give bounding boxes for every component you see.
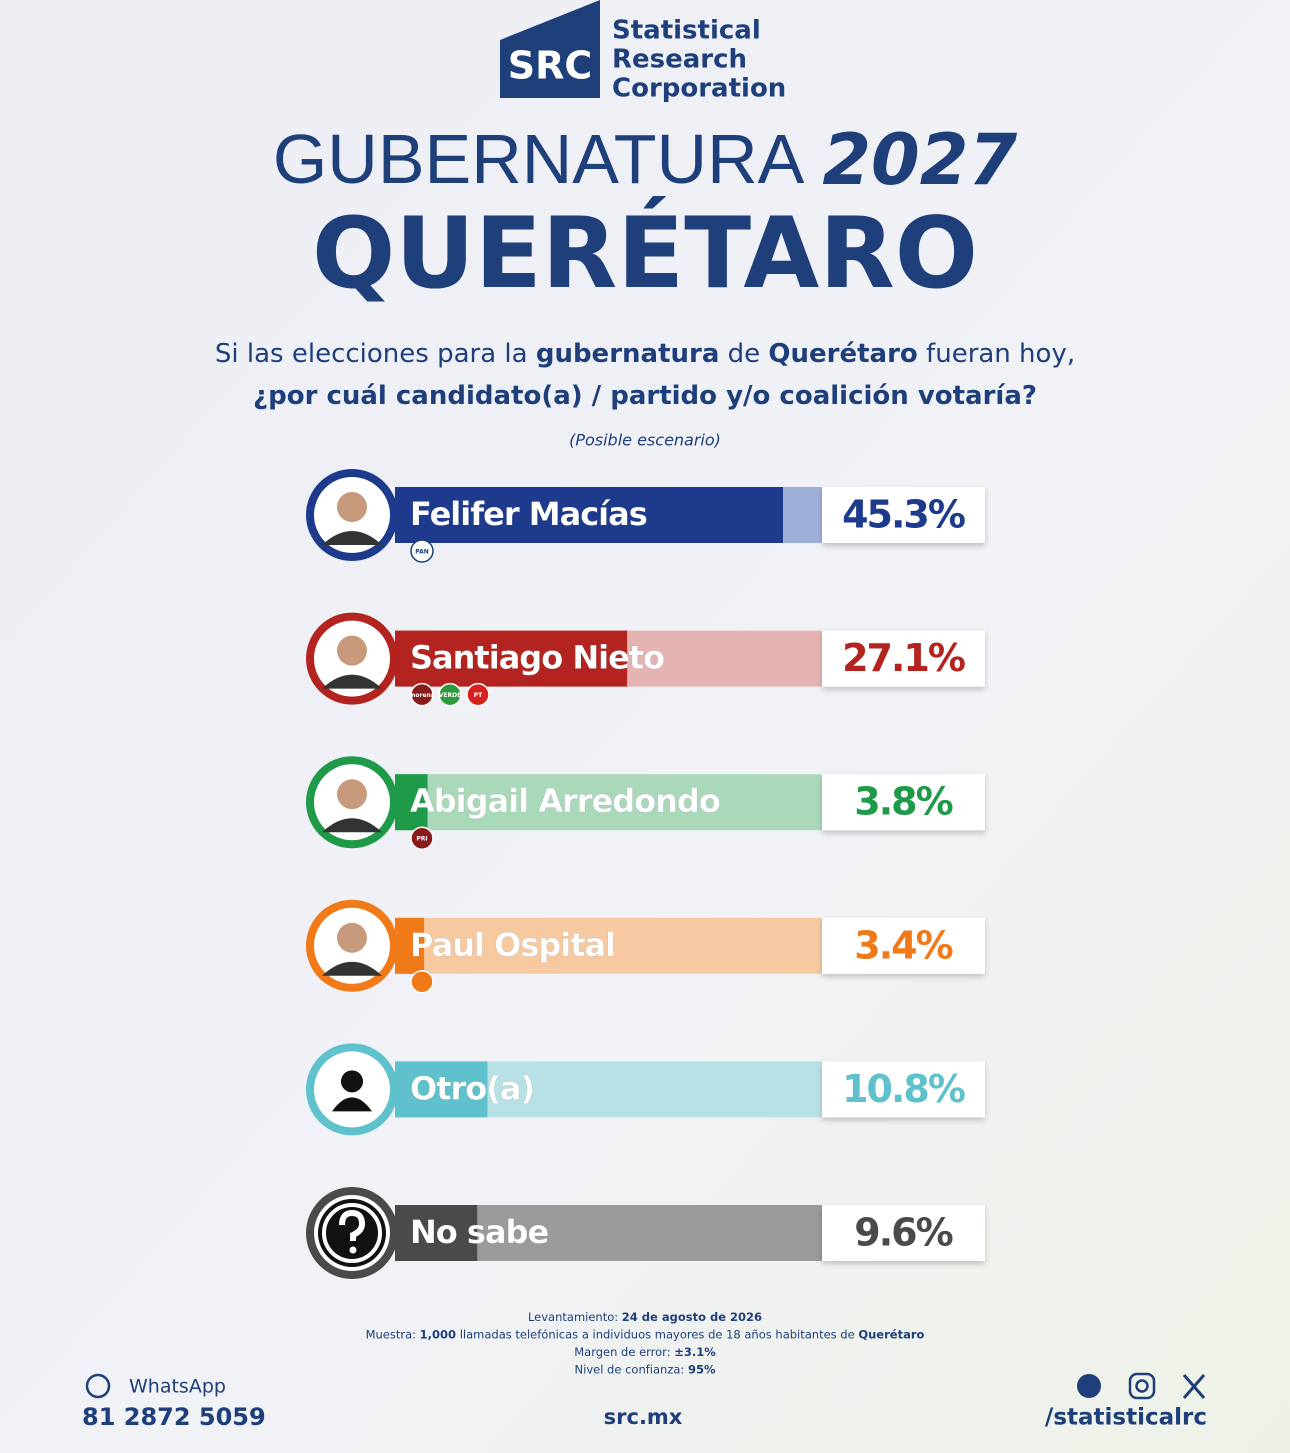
text-segment: Si las elecciones para la (215, 339, 536, 369)
value-label: 45.3% (842, 493, 965, 537)
bar-track (395, 917, 822, 974)
value-box (822, 1205, 985, 1261)
party-label: PRI (416, 836, 427, 843)
bar (395, 774, 428, 831)
candidate-name: Abigail Arredondo (410, 782, 720, 820)
avatar-head (337, 492, 367, 522)
social-handle: /statisticalrc (1045, 1405, 1207, 1431)
value-label: 3.4% (854, 923, 952, 967)
whatsapp-icon (85, 1373, 111, 1399)
avatar-body (322, 818, 382, 833)
value-label: 9.6% (854, 1211, 952, 1255)
text-segment: Querétaro (858, 1327, 924, 1341)
party-logo (410, 682, 434, 707)
text-line: Margen de error: ±3.1% (574, 1345, 716, 1359)
text-segment: gubernatura (536, 339, 720, 369)
party-logo (410, 826, 434, 850)
text-segment: Nivel de confianza: (575, 1362, 688, 1376)
text-segment: 24 de agosto de 2026 (622, 1310, 762, 1324)
logo-line: Research (612, 45, 747, 75)
candidate-name: Felifer Macías (410, 495, 647, 533)
bars: 45.3% Felifer Macías PAN 27.1% Santiago Niet… (306, 469, 985, 1279)
text-segment: llamadas telefónicas a individuos mayore… (456, 1327, 858, 1341)
bar (395, 1061, 488, 1118)
candidate-name: Otro(a) (410, 1069, 534, 1107)
text-segment: 1,000 (420, 1327, 456, 1341)
text-segment: ±3.1% (674, 1345, 716, 1359)
bar (395, 1205, 478, 1261)
party-logo (466, 682, 490, 707)
text-segment: Querétaro (768, 339, 917, 369)
value-box (822, 917, 985, 974)
avatar-body (322, 674, 382, 689)
text-segment: Levantamiento: (528, 1310, 622, 1324)
title-text: GUBERNATURA (273, 120, 805, 198)
question-dot (349, 1246, 357, 1254)
value-label: 10.8% (842, 1067, 965, 1111)
avatar-head (341, 1070, 363, 1093)
logo-line: Corporation (612, 74, 786, 104)
instagram-icon[interactable] (1128, 1372, 1156, 1400)
text-line: Muestra: 1,000 llamadas telefónicas a in… (366, 1327, 925, 1341)
website[interactable]: src.mx (604, 1405, 683, 1429)
party-label: PT (474, 692, 483, 699)
subtitle: (Posible escenario) (569, 431, 721, 450)
avatar-body (322, 961, 382, 976)
avatar-body (322, 531, 382, 545)
value-box (822, 1061, 985, 1118)
party-label: morena (409, 692, 435, 699)
text-segment: Muestra: (366, 1327, 420, 1341)
x-icon[interactable] (1182, 1374, 1206, 1399)
phone: 81 2872 5059 (82, 1403, 266, 1431)
title: GUBERNATURA 2027 (273, 119, 1018, 201)
value-box (822, 630, 985, 687)
avatar-head (337, 635, 367, 666)
facebook-icon[interactable] (1077, 1374, 1101, 1398)
value-label: 27.1% (842, 636, 965, 680)
candidate-name: Santiago Nieto (410, 639, 664, 677)
text-line: Si las elecciones para la gubernatura de… (215, 339, 1075, 369)
avatar-head (337, 922, 367, 953)
candidate-name: No sabe (410, 1213, 548, 1251)
party-label: PAN (415, 549, 429, 556)
party-logo (410, 539, 434, 563)
value-label: 3.8% (854, 780, 952, 824)
title-year: 2027 (822, 119, 1017, 201)
value-box (822, 774, 985, 831)
logo-line: Statistical (612, 16, 761, 46)
value-box (822, 487, 985, 543)
text-segment: 95% (688, 1362, 716, 1376)
whatsapp-label: WhatsApp (129, 1376, 226, 1398)
party-logo (410, 970, 434, 994)
party-label: VERDE (439, 692, 461, 699)
instagram-icon-lens (1135, 1379, 1149, 1393)
bar (395, 917, 425, 974)
text-line: Levantamiento: 24 de agosto de 2026 (528, 1310, 762, 1324)
avatar-head (337, 779, 367, 810)
party-logo (438, 682, 462, 707)
text-line: ¿por cuál candidato(a) / partido y/o coa… (253, 381, 1037, 411)
bar-track (395, 774, 822, 831)
methodology: Levantamiento: 24 de agosto de 2026 Muest… (366, 1310, 925, 1377)
bar (395, 630, 628, 687)
bar (395, 487, 783, 543)
question: Si las elecciones para la gubernatura de… (215, 339, 1075, 411)
state-title: QUERÉTARO (312, 196, 978, 311)
avatar-inner-ring (322, 1203, 382, 1263)
logo-text: SRC (508, 44, 593, 88)
text-segment: de (719, 339, 768, 369)
logo-mark (500, 0, 600, 98)
text-segment: Margen de error: (574, 1345, 674, 1359)
question-icon (339, 1209, 366, 1241)
avatar-body (332, 1097, 372, 1112)
text-segment: fueran hoy, (918, 339, 1075, 369)
text-segment: ¿por cuál candidato(a) / partido y/o coa… (253, 381, 1037, 411)
text-line: Nivel de confianza: 95% (575, 1362, 716, 1376)
candidate-name: Paul Ospital (410, 926, 615, 964)
